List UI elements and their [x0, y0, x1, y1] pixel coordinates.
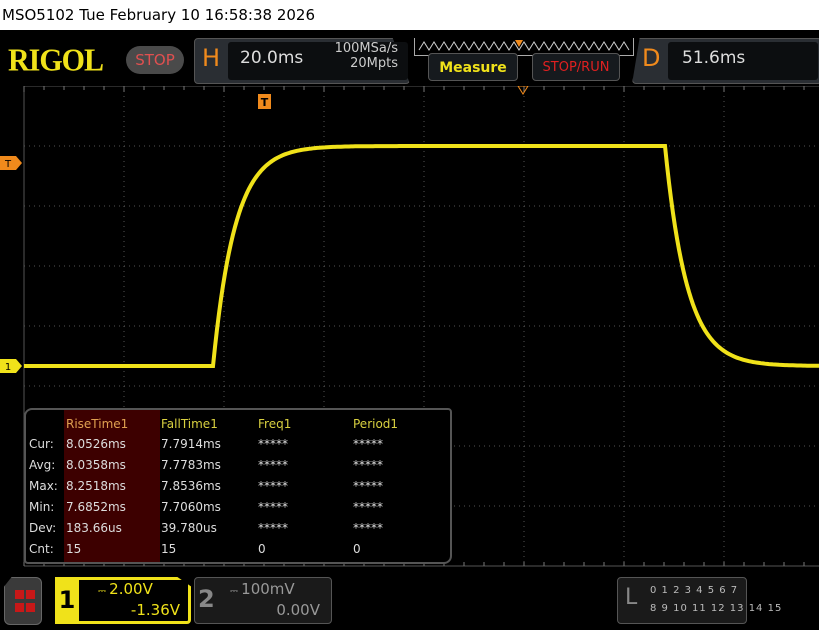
measurement-value: ***** [258, 521, 288, 535]
trigger-position-marker[interactable] [517, 86, 529, 95]
ch2-scale-value: 100mV [241, 580, 295, 598]
measurement-value: ***** [353, 437, 383, 451]
delay-value[interactable]: 51.6ms [682, 48, 746, 68]
measurement-table[interactable]: RiseTime1 FallTime1 Freq1 Period1 Cur: 8.0526… [24, 408, 452, 564]
dc-coupling-icon: ⎓ [98, 586, 110, 597]
measurement-column-header[interactable]: FallTime1 [161, 417, 218, 431]
measurement-value: 7.7060ms [161, 500, 221, 514]
position-zigzag-icon [418, 40, 630, 51]
measurement-value: ***** [258, 500, 288, 514]
rigol-logo: RIGOL [8, 43, 104, 78]
measurement-value: 8.0358ms [66, 458, 126, 472]
sample-info: 100MSa/s 20Mpts [300, 41, 398, 71]
ch1-waveform [24, 144, 819, 368]
measurement-value: 15 [66, 542, 82, 556]
measurement-value: 15 [161, 542, 177, 556]
measurement-value: ***** [353, 479, 383, 493]
row-label: Max: [29, 479, 58, 493]
ch1-scale[interactable]: ⎓ 2.00V [98, 580, 153, 598]
ch2-scale[interactable]: ⎓ 100mV [230, 580, 295, 598]
ch1-offset[interactable]: -1.36V [130, 601, 180, 619]
measurement-value: ***** [258, 458, 288, 472]
logic-channels-row2: 8 9 10 11 12 13 14 15 [650, 603, 783, 614]
stop-run-button[interactable]: STOP/RUN [532, 53, 620, 81]
title-bar: MSO5102 Tue February 10 16:58:38 2026 [0, 0, 819, 30]
measurement-column-header[interactable]: Freq1 [258, 417, 292, 431]
measurement-value: 7.7914ms [161, 437, 221, 451]
timebase-value[interactable]: 20.0ms [240, 48, 304, 68]
measurement-row: Max: 8.2518ms 7.8536ms ***** ***** [26, 476, 450, 496]
measurement-value: 39.780us [161, 521, 217, 535]
dc-coupling-icon: ⎓ [230, 586, 242, 597]
measure-button[interactable]: Measure [428, 53, 518, 81]
delay-label: D [642, 44, 661, 72]
svg-text:T: T [4, 159, 12, 170]
ch1-scale-value: 2.00V [109, 580, 153, 598]
measurement-value: ***** [258, 437, 288, 451]
measurement-value: 8.0526ms [66, 437, 126, 451]
measurement-value: 7.8536ms [161, 479, 221, 493]
measurement-value: 8.2518ms [66, 479, 126, 493]
measurement-value: 183.66us [66, 521, 122, 535]
measurement-value: 0 [353, 542, 361, 556]
menu-button[interactable] [4, 577, 42, 625]
ch2-offset[interactable]: 0.00V [276, 601, 320, 619]
row-label: Min: [29, 500, 55, 514]
measurement-value: 7.6852ms [66, 500, 126, 514]
row-label: Cnt: [29, 542, 54, 556]
logic-channels-row1: 0 1 2 3 4 5 6 7 [650, 585, 739, 596]
row-label: Cur: [29, 437, 54, 451]
measurement-value: ***** [353, 500, 383, 514]
waveform-position-bar [414, 38, 634, 56]
ch2-number: 2 [198, 585, 215, 613]
measurement-row: Dev: 183.66us 39.780us ***** ***** [26, 518, 450, 538]
delay-display [668, 42, 818, 80]
sample-rate: 100MSa/s [334, 41, 398, 56]
measurement-header: RiseTime1 FallTime1 Freq1 Period1 [26, 414, 450, 434]
row-label: Avg: [29, 458, 56, 472]
selected-column-highlight [64, 410, 160, 562]
measurement-row: Min: 7.6852ms 7.7060ms ***** ***** [26, 497, 450, 517]
measurement-value: ***** [258, 479, 288, 493]
horizontal-label: H [202, 44, 221, 72]
run-state-badge[interactable]: STOP [126, 46, 184, 74]
logic-panel[interactable] [617, 577, 747, 624]
logic-label: L [625, 585, 638, 610]
ch1-ground-marker[interactable]: 1 [0, 359, 22, 373]
measurement-row: Cur: 8.0526ms 7.7914ms ***** ***** [26, 434, 450, 454]
row-label: Dev: [29, 521, 57, 535]
ch1-number: 1 [55, 577, 79, 624]
trigger-time-marker[interactable]: T [258, 94, 271, 109]
svg-text:1: 1 [5, 362, 11, 373]
measurement-row: Cnt: 15 15 0 0 [26, 539, 450, 559]
measurement-value: ***** [353, 458, 383, 472]
measurement-column-header[interactable]: RiseTime1 [66, 417, 129, 431]
horizontal-display [228, 42, 408, 80]
measurement-value: ***** [353, 521, 383, 535]
memory-depth: 20Mpts [350, 56, 398, 71]
measurement-column-header[interactable]: Period1 [353, 417, 399, 431]
svg-text:T: T [261, 96, 269, 109]
measurement-value: 0 [258, 542, 266, 556]
ch2-panel[interactable] [194, 577, 332, 624]
measurement-value: 7.7783ms [161, 458, 221, 472]
measurement-row: Avg: 8.0358ms 7.7783ms ***** ***** [26, 455, 450, 475]
trigger-level-marker[interactable]: T [0, 156, 22, 170]
